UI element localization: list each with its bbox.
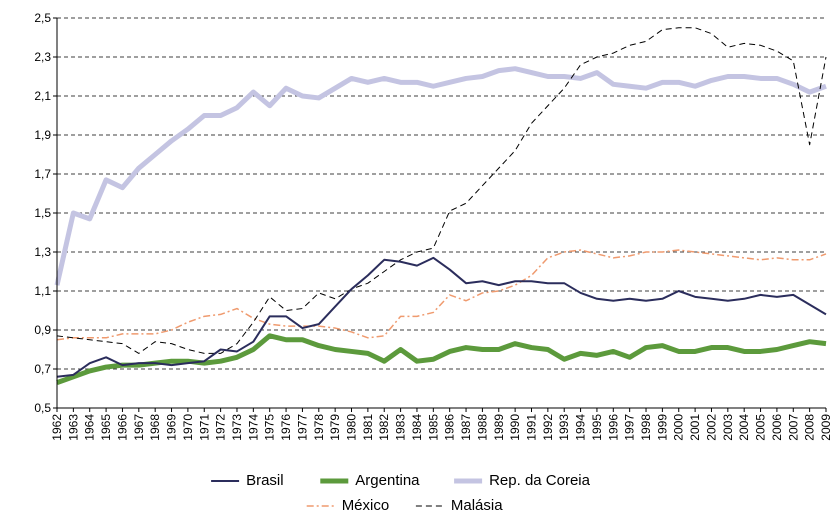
legend-label: Argentina xyxy=(355,472,420,489)
x-tick-label: 1992 xyxy=(541,414,555,441)
x-tick-label: 1982 xyxy=(377,414,391,441)
x-tick-label: 1968 xyxy=(148,414,162,441)
x-tick-label: 1988 xyxy=(475,414,489,441)
x-tick-label: 1994 xyxy=(574,414,588,441)
x-tick-label: 1965 xyxy=(99,414,113,441)
x-tick-label: 1995 xyxy=(590,414,604,441)
x-tick-label: 1964 xyxy=(83,414,97,441)
x-tick-label: 1971 xyxy=(197,414,211,441)
x-tick-label: 1999 xyxy=(655,414,669,441)
x-tick-label: 2001 xyxy=(688,414,702,441)
y-tick-label: 1,7 xyxy=(34,167,51,181)
y-tick-label: 0,5 xyxy=(34,401,51,415)
x-tick-label: 2002 xyxy=(704,414,718,441)
x-tick-label: 1970 xyxy=(181,414,195,441)
y-tick-label: 1,1 xyxy=(34,284,51,298)
x-tick-label: 2007 xyxy=(786,414,800,441)
series-line xyxy=(56,333,827,386)
x-tick-label: 2006 xyxy=(770,414,784,441)
y-tick-label: 2,1 xyxy=(34,89,51,103)
x-tick-label: 1969 xyxy=(165,414,179,441)
x-tick-label: 1974 xyxy=(246,414,260,441)
x-tick-label: 2003 xyxy=(721,414,735,441)
x-tick-label: 1986 xyxy=(443,414,457,441)
y-tick-label: 1,5 xyxy=(34,206,51,220)
x-tick-label: 1966 xyxy=(115,414,129,441)
x-tick-label: 1977 xyxy=(295,414,309,441)
x-tick-label: 1996 xyxy=(606,414,620,441)
x-tick-label: 1990 xyxy=(508,414,522,441)
x-tick-label: 1979 xyxy=(328,414,342,441)
series-line xyxy=(56,27,827,354)
x-tick-label: 1998 xyxy=(639,414,653,441)
plot-lines xyxy=(54,27,827,386)
x-tick-label: 1980 xyxy=(345,414,359,441)
legend-label: Rep. da Coreia xyxy=(489,472,591,489)
x-tick-label: 1967 xyxy=(132,414,146,441)
x-tick-label: 1991 xyxy=(524,414,538,441)
legend-label: Malásia xyxy=(451,497,503,514)
x-tick-label: 1963 xyxy=(66,414,80,441)
x-tick-label: 1997 xyxy=(623,414,637,441)
x-tick-label: 1985 xyxy=(426,414,440,441)
x-tick-label: 1993 xyxy=(557,414,571,441)
x-tick-label: 1962 xyxy=(50,414,64,441)
x-tick-label: 2004 xyxy=(737,414,751,441)
y-tick-label: 1,9 xyxy=(34,128,51,142)
x-tick-label: 1987 xyxy=(459,414,473,441)
x-tick-label: 2009 xyxy=(819,414,833,441)
legend: Brasil Argentina Rep. da Coreia México Malás… xyxy=(211,472,591,514)
x-tick-label: 1981 xyxy=(361,414,375,441)
y-tick-label: 2,3 xyxy=(34,50,51,64)
y-tick-label: 1,3 xyxy=(34,245,51,259)
x-tick-label: 1975 xyxy=(263,414,277,441)
x-tick-label: 1973 xyxy=(230,414,244,441)
legend-label: México xyxy=(342,497,390,514)
x-tick-label: 1976 xyxy=(279,414,293,441)
x-tick-label: 2000 xyxy=(672,414,686,441)
series-line xyxy=(54,66,827,286)
grid xyxy=(57,17,826,370)
x-tick-label: 1989 xyxy=(492,414,506,441)
x-tick-label: 1978 xyxy=(312,414,326,441)
y-tick-label: 2,5 xyxy=(34,11,51,25)
y-tick-label: 0,7 xyxy=(34,362,51,376)
x-tick-label: 2008 xyxy=(803,414,817,441)
x-tick-label: 1984 xyxy=(410,414,424,441)
x-tick-label: 2005 xyxy=(754,414,768,441)
x-tick-label: 1983 xyxy=(394,414,408,441)
series-line xyxy=(56,256,827,378)
x-tick-label: 1972 xyxy=(214,414,228,441)
legend-label: Brasil xyxy=(246,472,284,489)
series-line xyxy=(56,249,827,341)
y-tick-label: 0,9 xyxy=(34,323,51,337)
